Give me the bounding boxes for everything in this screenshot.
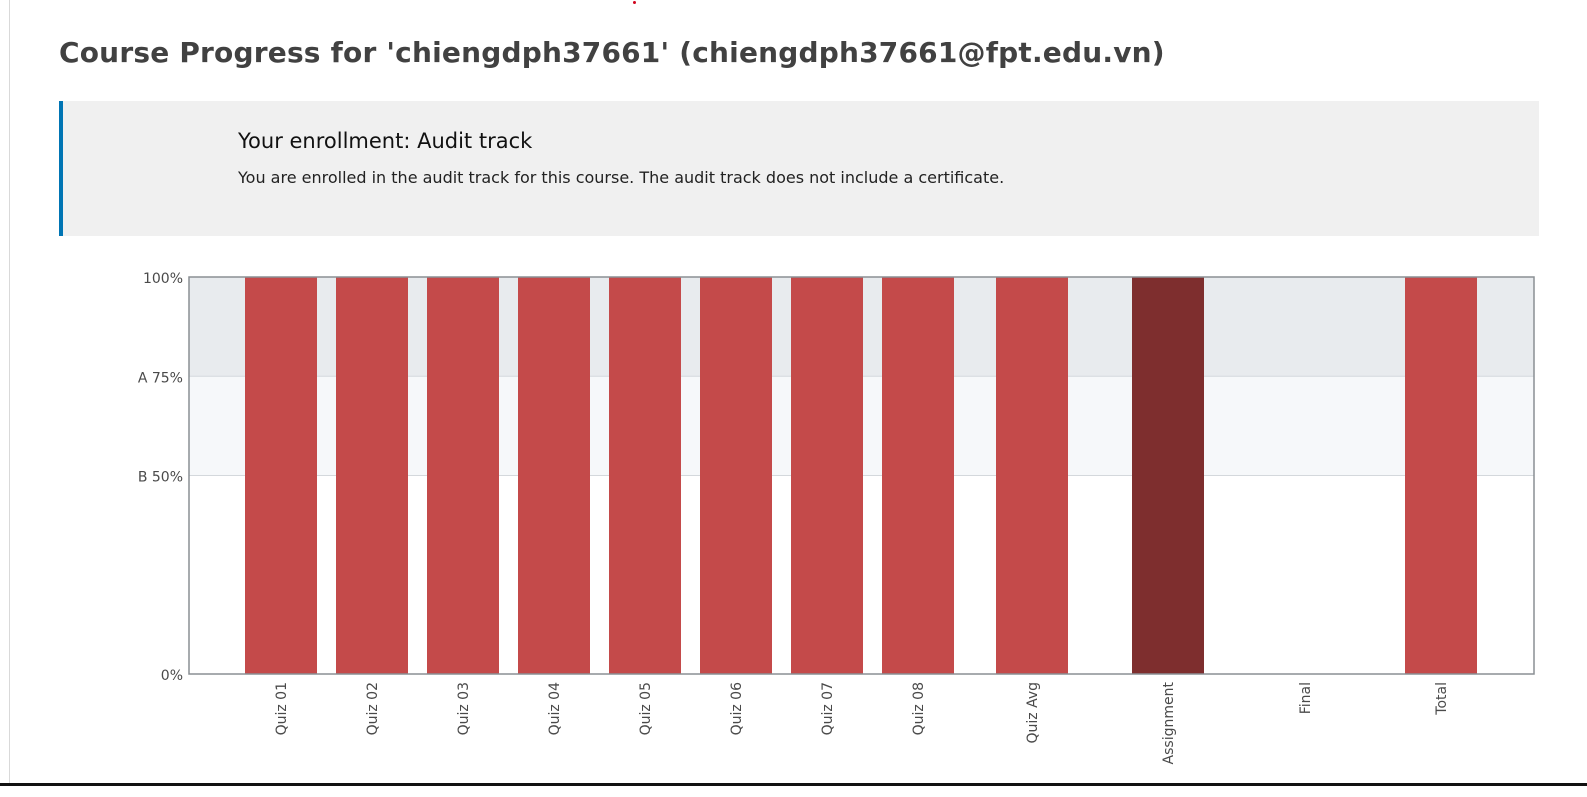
- x-tick-label: Total: [1434, 682, 1450, 716]
- bar-quiz-08: [882, 277, 954, 674]
- enrollment-message: You are enrolled in the audit track for …: [238, 168, 1005, 187]
- y-tick-label: 0%: [161, 668, 183, 684]
- x-tick-label: Quiz 06: [729, 682, 745, 735]
- page-title: Course Progress for 'chiengdph37661' (ch…: [59, 36, 1165, 69]
- x-tick-label: Quiz 01: [274, 682, 290, 735]
- bar-quiz-avg: [996, 277, 1068, 674]
- x-tick-label: Quiz Avg: [1025, 682, 1041, 744]
- plot-frame: [188, 276, 1535, 675]
- x-tick-label: Quiz 03: [456, 682, 472, 735]
- x-tick-label: Quiz 07: [820, 682, 836, 735]
- y-tick-label: A 75%: [138, 370, 183, 386]
- x-tick-label: Quiz 08: [911, 682, 927, 735]
- red-dot-marker: [633, 1, 636, 4]
- bar-total: [1405, 277, 1477, 674]
- bar-quiz-07: [791, 277, 863, 674]
- y-tick-label: B 50%: [138, 470, 183, 486]
- bar-quiz-02: [336, 277, 408, 674]
- x-tick-label: Quiz 04: [547, 682, 563, 735]
- bar-quiz-05: [609, 277, 681, 674]
- bar-quiz-04: [518, 277, 590, 674]
- x-tick-label: Assignment: [1161, 681, 1177, 764]
- x-tick-label: Quiz 05: [638, 682, 654, 735]
- page-left-border: [9, 0, 10, 785]
- bottom-border: [0, 783, 1587, 786]
- x-tick-label: Quiz 02: [365, 682, 381, 735]
- x-tick-label: Final: [1298, 682, 1314, 714]
- enrollment-banner: Your enrollment: Audit track You are enr…: [59, 101, 1539, 236]
- bar-assignment: [1132, 277, 1204, 674]
- bar-quiz-06: [700, 277, 772, 674]
- bar-quiz-01: [245, 277, 317, 674]
- enrollment-heading: Your enrollment: Audit track: [238, 129, 533, 153]
- y-tick-label: 100%: [143, 271, 183, 287]
- bar-quiz-03: [427, 277, 499, 674]
